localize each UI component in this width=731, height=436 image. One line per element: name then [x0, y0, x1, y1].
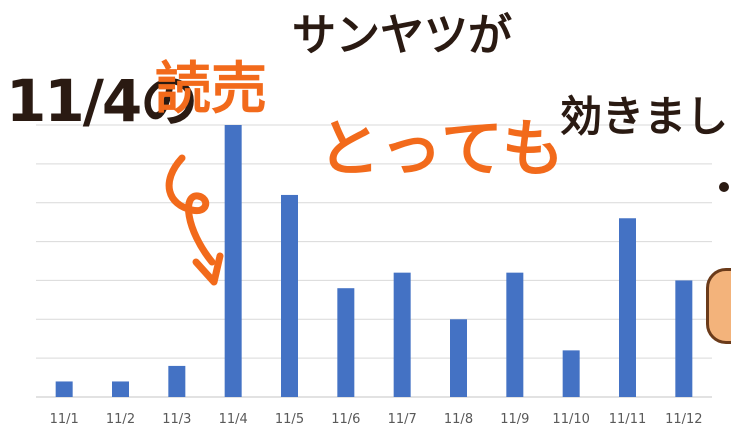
x-tick-label: 11/2: [106, 412, 135, 427]
character-eye-icon: [719, 182, 729, 192]
bar-11/3: [168, 365, 186, 397]
x-tick-label: 11/1: [50, 412, 79, 427]
x-tick-label: 11/7: [388, 412, 417, 427]
bar-11/12: [675, 280, 693, 397]
bar-11/4: [224, 125, 242, 397]
x-tick-label: 11/12: [665, 412, 702, 427]
bar-11/11: [619, 218, 636, 397]
bar-11/1: [55, 381, 73, 397]
annotation-date: 11/4の: [6, 67, 198, 135]
x-tick-label: 11/8: [444, 412, 473, 427]
annotation-product: 読売: [155, 57, 267, 122]
x-tick-label: 11/5: [275, 412, 304, 427]
gridlines: [36, 124, 712, 398]
bar-11/7: [393, 272, 411, 397]
x-tick-label: 11/11: [609, 412, 646, 427]
x-axis-ticks: 11/1 11/2 11/3 11/4 11/5 11/6 11/7 11/8 11/9 11/1…: [50, 412, 703, 427]
x-tick-label: 11/10: [552, 412, 589, 427]
x-tick-label: 11/4: [219, 412, 248, 427]
x-tick-label: 11/9: [500, 412, 529, 427]
x-tick-label: 11/6: [331, 412, 360, 427]
annotation-text-2: 効きまし: [560, 92, 729, 141]
annotation-emphasis: とっても: [318, 112, 566, 185]
bar-11/5: [281, 194, 298, 397]
arrow-head-icon: [192, 252, 224, 286]
bar-11/10: [562, 350, 580, 397]
bar-11/6: [337, 288, 355, 397]
bar-11/2: [112, 381, 129, 397]
x-tick-label: 11/3: [162, 412, 191, 427]
hand-illustration-icon: [706, 268, 731, 344]
bar-11/9: [506, 272, 524, 397]
bars: [55, 125, 693, 397]
bar-11/8: [450, 319, 467, 397]
annotation-text-1: サンヤツが: [292, 10, 512, 61]
arrow-icon: [165, 154, 216, 266]
